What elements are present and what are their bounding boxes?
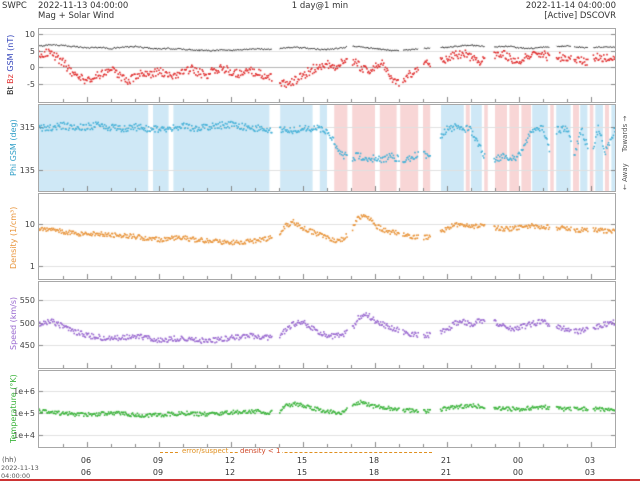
ytick-label-speed: 550 (19, 296, 35, 306)
hour-label-row1: 06 (80, 456, 92, 465)
axis-label-speed: Speed (km/s) (9, 297, 18, 350)
ytick-label-temperature: 1e+6 (13, 387, 35, 397)
bottom-date: 2022-11-13 (1, 464, 39, 472)
axis-label-part: Bz (6, 71, 15, 85)
hour-label-row1: 03 (584, 456, 596, 465)
hour-label-row2: 15 (296, 468, 308, 477)
axis-label-part: GSM (nT) (6, 34, 15, 72)
panel-bt-bz (38, 28, 616, 103)
brand-label: SWPC (2, 1, 27, 11)
hour-label-row2: 09 (152, 468, 164, 477)
away-label: ← Away (621, 163, 629, 190)
ytick-label-bt-bz: 0 (29, 63, 35, 73)
ytick-label-temperature: 1e+5 (13, 409, 35, 419)
ytick-label-bt-bz: 5 (29, 46, 35, 56)
hour-label-row2: 06 (80, 468, 92, 477)
ytick-label-phi: 135 (19, 165, 35, 175)
ytick-label-temperature: 1e+4 (13, 431, 35, 441)
hour-label-row1: 09 (152, 456, 164, 465)
axis-label-bt-bz: Bt Bz GSM (nT) (6, 35, 15, 95)
source-label: [Active] DSCOVR (544, 11, 616, 21)
axis-label-phi: Phi GSM (deg) (9, 119, 18, 176)
resolution-label: 1 day@1 min (291, 1, 349, 11)
axis-label-part: Phi GSM (deg) (9, 118, 18, 176)
axis-label-part: Density (1/cm³) (9, 206, 18, 269)
axis-label-temperature: Temperature (°K) (9, 374, 18, 443)
hour-label-row1: 18 (368, 456, 380, 465)
panel-canvas-density (39, 194, 615, 279)
ytick-label-phi: 315 (19, 122, 35, 132)
hour-label-row1: 21 (440, 456, 452, 465)
end-datetime: 2022-11-14 04:00:00 (525, 1, 616, 11)
panel-canvas-bt-bz (39, 29, 615, 102)
bottom-time: 04:00:00 (1, 472, 31, 480)
hour-label-row2: 03 (584, 468, 596, 477)
panel-speed (38, 281, 616, 369)
hour-label-row2: 18 (368, 468, 380, 477)
hour-label-row2: 12 (224, 468, 236, 477)
hour-label-row2: 21 (440, 468, 452, 477)
panel-temperature (38, 370, 616, 448)
ytick-label-density: 1 (29, 262, 35, 272)
panel-canvas-temperature (39, 371, 615, 447)
towards-label: Towards → (621, 115, 629, 152)
ytick-label-bt-bz: -5 (27, 79, 35, 89)
panel-canvas-speed (39, 282, 615, 368)
legend-density-lt-1: density < 1 (238, 447, 283, 455)
axis-label-part: Speed (km/s) (9, 297, 18, 351)
panel-density (38, 193, 616, 280)
hour-label-row1: 12 (224, 456, 236, 465)
legend-error-suspect: error/suspect (180, 447, 231, 455)
ytick-label-speed: 500 (19, 318, 35, 328)
error-suspect-marks (160, 452, 432, 453)
axis-label-part: Bt (6, 84, 15, 96)
ytick-label-speed: 450 (19, 341, 35, 351)
hour-label-row1: 00 (512, 456, 524, 465)
hour-label-row1: 15 (296, 456, 308, 465)
panel-canvas-phi (39, 105, 615, 191)
plot-subtitle: Mag + Solar Wind (38, 11, 115, 21)
bottom-red-indicator-line (0, 479, 640, 481)
ytick-label-density: 10 (24, 219, 35, 229)
axis-label-density: Density (1/cm³) (9, 206, 18, 268)
axis-label-part: Temperature (°K) (9, 374, 18, 444)
hh-axis-label: (hh) (2, 456, 17, 464)
start-datetime: 2022-11-13 04:00:00 (38, 1, 129, 11)
panel-phi (38, 104, 616, 192)
ytick-label-bt-bz: 10 (24, 29, 35, 39)
hour-label-row2: 00 (512, 468, 524, 477)
